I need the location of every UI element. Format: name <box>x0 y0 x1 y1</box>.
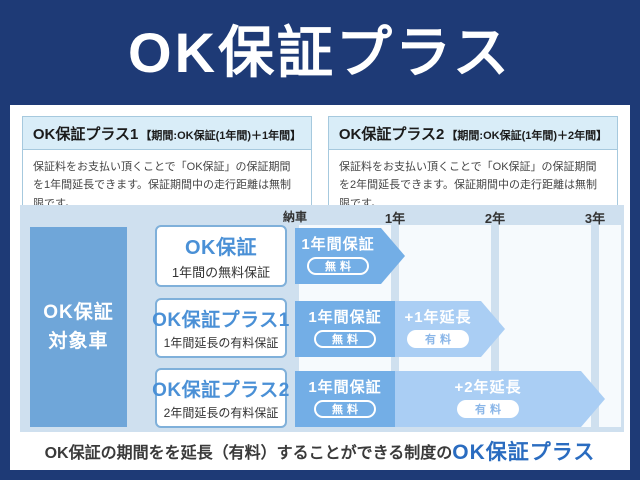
free-badge: 無料 <box>314 399 376 418</box>
arrow-tip <box>481 301 505 357</box>
plan-card-header: OK保証プラス2 【期間:OK保証(1年間)＋2年間】 <box>329 117 617 150</box>
warranty-timeline-diagram: OK保証 対象車 納車 1年 2年 3年 OK保証 1年間の無料保証 1年間保証 無料 OK保証… <box>20 205 624 432</box>
paid-badge: 有料 <box>457 399 519 418</box>
page-title: OK保証プラス <box>128 20 512 84</box>
warranty-plan-card-title: OK保証 <box>185 237 257 259</box>
free-warranty-segment: 1年間保証無料 <box>295 371 395 427</box>
warranty-plan-card: OK保証プラス1 1年間延長の有料保証 <box>152 298 290 358</box>
free-badge: 無料 <box>307 256 369 275</box>
target-box-line2: 対象車 <box>48 331 109 352</box>
warranty-plan-card-title: OK保証プラス1 <box>152 310 290 331</box>
target-box-line1: OK保証 <box>43 301 114 323</box>
arrow-tip <box>581 371 605 427</box>
plan-card-period: 【期間:OK保証(1年間)＋1年間】 <box>140 130 302 142</box>
plan-card-title: OK保証プラス1 <box>32 126 139 143</box>
footer-highlight: OK保証プラス <box>452 441 596 464</box>
plan-card-description: 保証料をお支払い頂くことで「OK保証」の保証期間を1年間延長できます。保証期間中… <box>33 161 292 210</box>
warranty-duration-arrow: 1年間保証 無料 +1年延長 有料 <box>295 301 505 357</box>
free-warranty-segment: 1年間保証無料 <box>295 228 381 284</box>
plan-card: OK保証プラス2 【期間:OK保証(1年間)＋2年間】保証料をお支払い頂くことで「… <box>328 116 618 225</box>
segment-label: +1年延長 <box>404 309 472 327</box>
timeline-label: 3年 <box>584 211 606 226</box>
plan-card-period: 【期間:OK保証(1年間)＋2年間】 <box>446 130 608 142</box>
warranty-plan-card-subtitle: 1年間の無料保証 <box>171 265 271 280</box>
warranty-plan-card: OK保証 1年間の無料保証 <box>155 225 287 287</box>
segment-label: 1年間保証 <box>308 309 382 327</box>
segment-label: +2年延長 <box>454 379 522 397</box>
arrow-tip <box>381 228 405 284</box>
warranty-plan-card-subtitle: 1年間延長の有料保証 <box>163 336 279 350</box>
warranty-duration-arrow: 1年間保証無料 <box>295 228 405 284</box>
free-badge: 無料 <box>314 329 376 348</box>
content-sheet: OK保証プラス1 【期間:OK保証(1年間)＋1年間】 保証料をお支払い頂くことで「… <box>10 105 630 470</box>
warranty-plan-card-subtitle: 2年間延長の有料保証 <box>163 406 279 420</box>
plan-card-title: OK保証プラス2 <box>338 126 445 143</box>
timeline-label: 2年 <box>484 211 506 226</box>
free-warranty-segment: 1年間保証無料 <box>295 301 395 357</box>
target-vehicle-box: OK保証 対象車 <box>30 227 127 427</box>
timeline-label: 1年 <box>384 211 406 226</box>
footer-text: OK保証の期間をを延長（有料）することができる制度の <box>44 445 453 462</box>
segment-label: 1年間保証 <box>301 236 375 254</box>
paid-extension-segment: +2年延長有料 <box>395 371 581 427</box>
warranty-duration-arrow: 1年間保証 無料 +2年延長 有料 <box>295 371 605 427</box>
warranty-plan-card-title: OK保証プラス2 <box>152 380 290 401</box>
plan-card-description: 保証料をお支払い頂くことで「OK保証」の保証期間を2年間延長できます。保証期間中… <box>339 161 598 210</box>
title-band: OK保証プラス <box>0 0 640 105</box>
plan-cards-row: OK保証プラス1 【期間:OK保証(1年間)＋1年間】 保証料をお支払い頂くことで「… <box>10 105 630 225</box>
paid-badge: 有料 <box>407 329 469 348</box>
footer-caption: OK保証の期間をを延長（有料）することができる制度の OK保証プラス <box>10 432 630 470</box>
timeline-label: 納車 <box>282 210 308 224</box>
segment-label: 1年間保証 <box>308 379 382 397</box>
paid-extension-segment: +1年延長有料 <box>395 301 481 357</box>
warranty-plan-card: OK保証プラス2 2年間延長の有料保証 <box>152 368 290 428</box>
plan-card-header: OK保証プラス1 【期間:OK保証(1年間)＋1年間】 <box>23 117 311 150</box>
plan-card: OK保証プラス1 【期間:OK保証(1年間)＋1年間】保証料をお支払い頂くことで「… <box>22 116 312 225</box>
